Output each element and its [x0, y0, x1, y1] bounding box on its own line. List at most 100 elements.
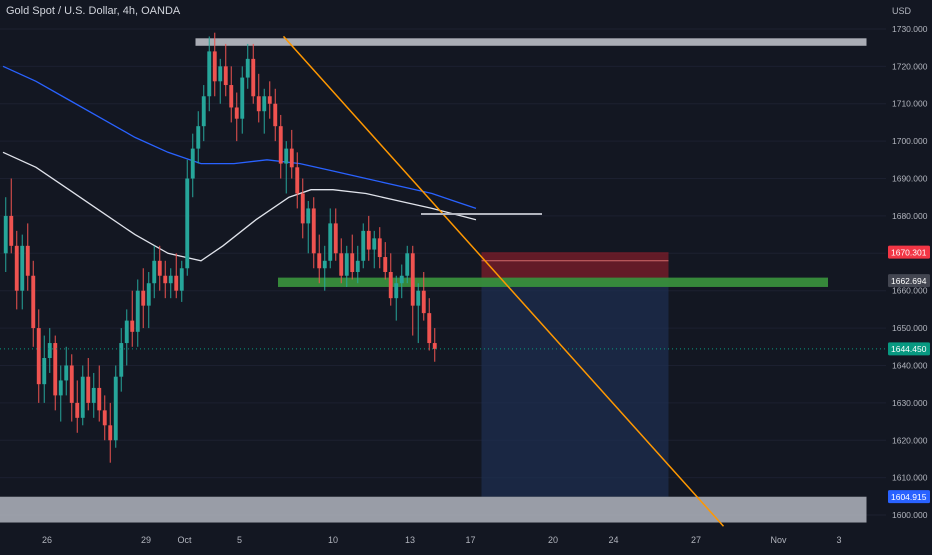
price-label: 1670.301 [891, 247, 927, 257]
candle-body [394, 283, 399, 299]
candle-body [262, 96, 267, 112]
candle-body [339, 253, 344, 276]
y-tick-label: 1680.000 [892, 211, 928, 221]
candle-body [223, 66, 228, 86]
x-tick-label: 29 [141, 535, 151, 545]
x-tick-label: 13 [405, 535, 415, 545]
candle-body [273, 103, 278, 127]
candle-body [80, 376, 85, 418]
y-tick-label: 1690.000 [892, 174, 928, 184]
price-label-bg [888, 490, 930, 504]
zones-layer [0, 28, 886, 523]
x-tick-label: 20 [548, 535, 558, 545]
candle-body [361, 230, 366, 261]
price-label: 1644.450 [891, 344, 927, 354]
candle-body [174, 275, 179, 291]
candle-body [146, 283, 151, 306]
candle-body [9, 215, 14, 246]
candle-body [201, 96, 206, 127]
candle-body [86, 376, 91, 403]
stop-loss-zone [481, 252, 669, 281]
candle-body [113, 376, 118, 441]
y-tick-label: 1710.000 [892, 99, 928, 109]
y-tick-label: 1700.000 [892, 136, 928, 146]
candle-body [152, 260, 157, 284]
candle-body [196, 126, 201, 149]
candle-body [130, 320, 135, 332]
candle-body [234, 107, 239, 119]
candle-body [124, 320, 129, 344]
bottom-zone [0, 496, 867, 523]
candle-body [278, 126, 283, 164]
candle-body [207, 51, 212, 97]
candle-body [333, 223, 338, 254]
y-tick-label: 1660.000 [892, 286, 928, 296]
x-tick-label: 3 [836, 535, 841, 545]
candle-body [267, 96, 272, 104]
candle-body [229, 85, 234, 108]
candle-body [64, 365, 69, 381]
candle-body [102, 410, 107, 426]
candle-body [416, 290, 421, 306]
resistance-zone [195, 38, 867, 46]
y-tick-label: 1630.000 [892, 398, 928, 408]
support-zone [278, 277, 828, 287]
y-tick-label: 1620.000 [892, 435, 928, 445]
ma-white-line [2, 151, 477, 262]
candle-body [36, 328, 41, 385]
candle-body [25, 245, 30, 276]
candle-body [47, 343, 52, 358]
candle-body [344, 253, 349, 276]
price-label: 1604.915 [891, 492, 927, 502]
candle-body [157, 260, 162, 276]
x-tick-label: 10 [328, 535, 338, 545]
candle-body [383, 257, 388, 272]
price-label-bg [888, 245, 930, 259]
candle-body [322, 260, 327, 269]
candle-body [256, 96, 261, 112]
candle-body [212, 51, 217, 82]
candle-body [135, 290, 140, 332]
y-tick-label: 1600.000 [892, 510, 928, 520]
candle-body [163, 275, 168, 284]
candle-body [218, 66, 223, 82]
x-tick-label: 24 [608, 535, 618, 545]
candle-body [119, 343, 124, 377]
candle-body [53, 343, 58, 396]
candle-body [190, 148, 195, 179]
candle-body [295, 167, 300, 194]
candle-body [42, 358, 47, 385]
take-profit-zone [481, 280, 669, 497]
y-tick-label: 1730.000 [892, 24, 928, 34]
candle-body [251, 58, 256, 97]
y-tick-label: 1650.000 [892, 323, 928, 333]
y-tick-label: 1640.000 [892, 360, 928, 370]
price-label-bg [888, 274, 930, 288]
candle-body [58, 380, 63, 396]
candle-body [328, 223, 333, 261]
axis-currency: USD [892, 6, 912, 16]
candle-body [427, 313, 432, 344]
candle-body [405, 253, 410, 276]
candle-body [69, 365, 74, 403]
candle-body [240, 77, 245, 119]
x-tick-label: 27 [691, 535, 701, 545]
candle-body [168, 275, 173, 284]
candle-body [366, 230, 371, 250]
price-label: 1662.694 [891, 276, 927, 286]
x-tick-label: 17 [465, 535, 475, 545]
y-tick-label: 1720.000 [892, 61, 928, 71]
candle-body [91, 387, 96, 403]
candle-body [372, 238, 377, 250]
candle-body [399, 275, 404, 284]
candle-body [311, 208, 316, 254]
candle-body [306, 208, 311, 224]
candle-body [432, 343, 437, 349]
x-tick-label: 5 [237, 535, 242, 545]
candle-body [20, 245, 25, 291]
candle-body [108, 425, 113, 441]
symbol-title[interactable]: Gold Spot / U.S. Dollar, 4h, OANDA [6, 5, 181, 17]
